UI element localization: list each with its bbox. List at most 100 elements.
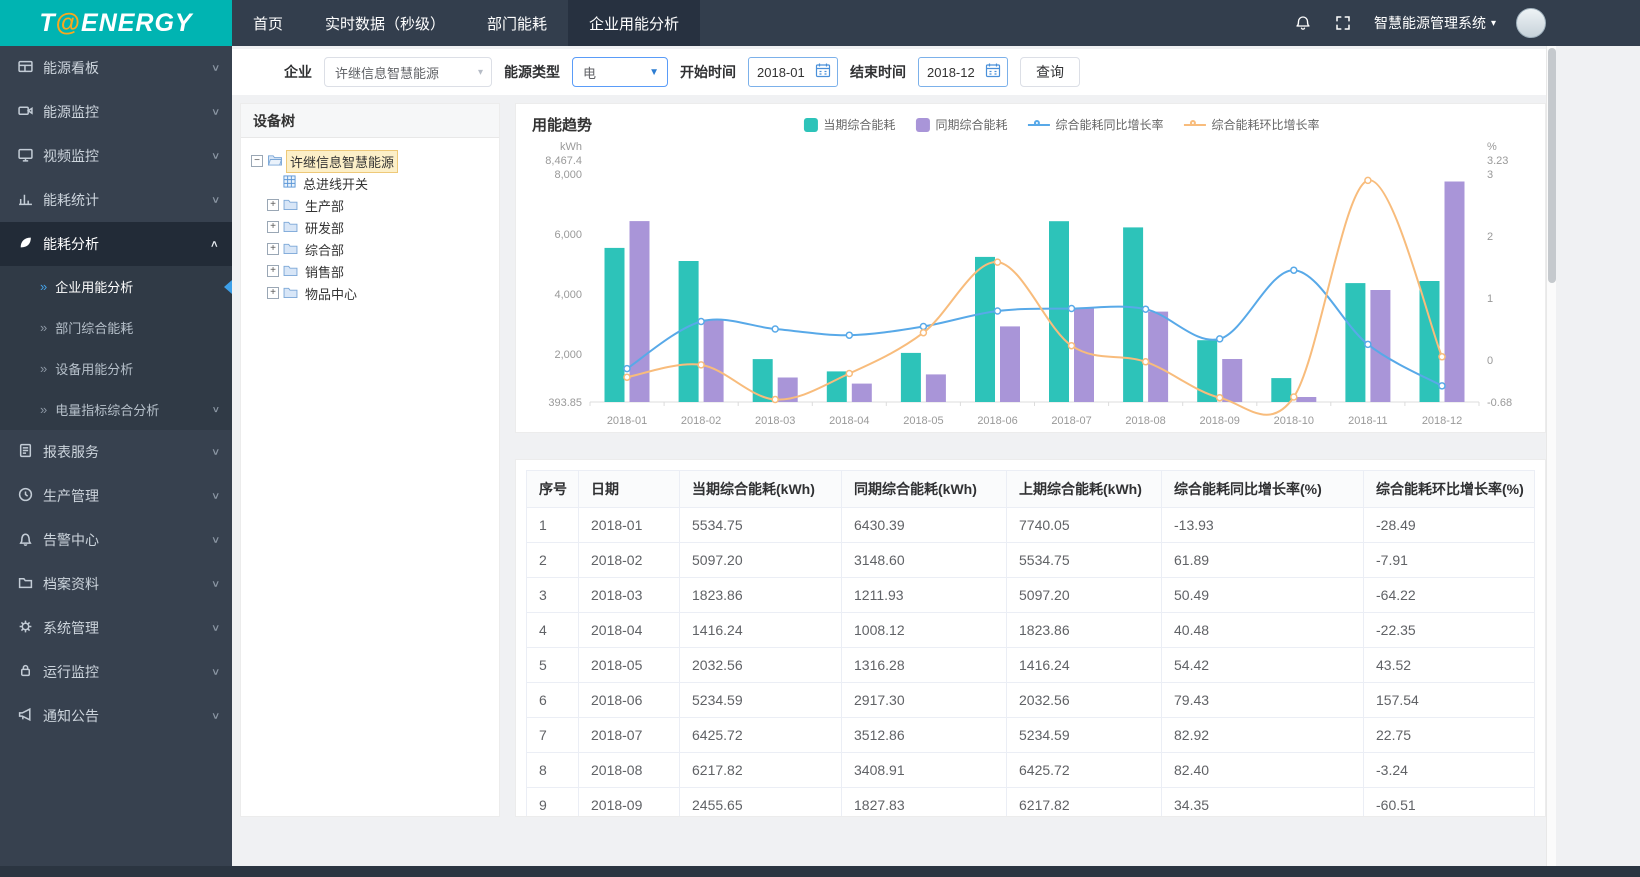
sidebar-item-archives[interactable]: 档案资料 > xyxy=(0,562,232,606)
avatar[interactable] xyxy=(1516,8,1546,38)
tree-expand-toggle[interactable]: + xyxy=(267,265,279,277)
nav-tab-realtime[interactable]: 实时数据（秒级） xyxy=(325,15,446,33)
cell-date: 2018-05 xyxy=(578,647,680,683)
legend-label: 当期综合能耗 xyxy=(823,118,896,132)
sidebar-item-energy-analysis[interactable]: 能耗分析 > xyxy=(0,222,232,266)
cell-current-energy: 6425.72 xyxy=(679,717,842,753)
tree-expand-toggle[interactable]: + xyxy=(267,287,279,299)
nav-tab-home[interactable]: 首页 xyxy=(253,15,284,33)
cell-yoy-growth: 82.40 xyxy=(1161,752,1364,788)
tree-node-main-switch[interactable]: 总进线开关 xyxy=(303,176,369,192)
submenu-item-enterprise-analysis[interactable]: » 企业用能分析 xyxy=(0,266,232,307)
sidebar-item-notice[interactable]: 通知公告 > xyxy=(0,694,232,738)
table-header-cell: 日期 xyxy=(578,470,680,508)
scrollbar-thumb[interactable] xyxy=(1548,48,1556,283)
svg-text:8,467.4: 8,467.4 xyxy=(545,155,582,167)
cell-previous-energy: 1823.86 xyxy=(1006,612,1162,648)
query-button[interactable]: 查询 xyxy=(1020,57,1080,87)
cell-previous-energy: 5097.20 xyxy=(1006,577,1162,613)
tree-collapse-toggle[interactable]: − xyxy=(251,155,263,167)
legend-item-same-period-energy[interactable]: 同期综合能耗 xyxy=(915,116,1007,133)
table-row: 8 2018-08 6217.82 3408.91 6425.72 82.40 … xyxy=(526,752,1535,788)
tree-node-rd-dept[interactable]: 研发部 xyxy=(305,220,345,236)
table-row: 2 2018-02 5097.20 3148.60 5534.75 61.89 … xyxy=(526,542,1535,578)
legend-item-mom-growth[interactable]: 综合能耗环比增长率 xyxy=(1183,116,1319,133)
sidebar: 能源看板 > 能源监控 > 视频监控 > 能耗统计 > 能耗分析 > xyxy=(0,46,232,866)
sidebar-item-alarm-center[interactable]: 告警中心 > xyxy=(0,518,232,562)
vertical-scrollbar[interactable] xyxy=(1546,46,1556,866)
end-date-input[interactable] xyxy=(927,64,985,80)
nav-tab-dept-energy[interactable]: 部门能耗 xyxy=(487,15,548,33)
energy-type-value: 电 xyxy=(583,65,597,81)
chevron-down-icon: > xyxy=(208,668,221,676)
submenu-item-power-index-analysis[interactable]: » 电量指标综合分析 > xyxy=(0,389,232,430)
sidebar-item-video-monitor[interactable]: 视频监控 > xyxy=(0,134,232,178)
fullscreen-icon[interactable] xyxy=(1334,13,1354,33)
calendar-icon[interactable] xyxy=(815,62,831,83)
leaf-icon xyxy=(18,235,33,253)
logo-text: T xyxy=(39,8,56,37)
cell-same-period-energy: 1211.93 xyxy=(841,577,1007,613)
tree-node-root[interactable]: 许继信息智慧能源 xyxy=(285,149,399,173)
tree-expand-toggle[interactable]: + xyxy=(267,221,279,233)
report-icon xyxy=(18,443,33,461)
svg-text:2018-01: 2018-01 xyxy=(607,415,647,427)
tree-expand-toggle[interactable]: + xyxy=(267,199,279,211)
chevron-down-icon: > xyxy=(208,196,221,204)
energy-type-select[interactable]: 电 ▼ xyxy=(572,57,668,87)
cell-same-period-energy: 2917.30 xyxy=(841,682,1007,718)
table-row: 7 2018-07 6425.72 3512.86 5234.59 82.92 … xyxy=(526,717,1535,753)
legend-label: 综合能耗同比增长率 xyxy=(1055,118,1164,132)
sidebar-item-energy-stats[interactable]: 能耗统计 > xyxy=(0,178,232,222)
cell-date: 2018-04 xyxy=(578,612,680,648)
submenu-item-dept-energy[interactable]: » 部门综合能耗 xyxy=(0,307,232,348)
tree-node-general-dept[interactable]: 综合部 xyxy=(305,242,345,258)
sidebar-item-production-mgmt[interactable]: 生产管理 > xyxy=(0,474,232,518)
sidebar-item-report-service[interactable]: 报表服务 > xyxy=(0,430,232,474)
svg-text:2018-06: 2018-06 xyxy=(977,415,1017,427)
sidebar-item-operation-monitor[interactable]: 运行监控 > xyxy=(0,650,232,694)
cell-current-energy: 1416.24 xyxy=(679,612,842,648)
chevron-down-icon: > xyxy=(208,580,221,588)
sidebar-item-label: 能源监控 xyxy=(43,104,99,120)
sidebar-item-label: 档案资料 xyxy=(43,576,99,592)
company-select[interactable]: 许继信息智慧能源 ▾ xyxy=(324,57,492,87)
submenu-item-device-analysis[interactable]: » 设备用能分析 xyxy=(0,348,232,389)
chevron-down-icon: > xyxy=(208,492,221,500)
bell-icon[interactable] xyxy=(1294,13,1314,33)
cell-current-energy: 5534.75 xyxy=(679,507,842,543)
svg-text:2018-12: 2018-12 xyxy=(1422,415,1462,427)
cell-index: 1 xyxy=(526,507,579,543)
company-label: 企业 xyxy=(284,64,312,80)
tree-row-root: − 许继信息智慧能源 xyxy=(251,149,489,173)
cell-index: 2 xyxy=(526,542,579,578)
dashboard-icon xyxy=(18,59,33,77)
sidebar-item-system-mgmt[interactable]: 系统管理 > xyxy=(0,606,232,650)
top-header: T @ ENERGY 首页 实时数据（秒级） 部门能耗 企业用能分析 智慧能源管理系… xyxy=(0,0,1640,46)
sidebar-item-energy-dashboard[interactable]: 能源看板 > xyxy=(0,46,232,90)
table-header-cell: 上期综合能耗(kWh) xyxy=(1006,470,1162,508)
legend-item-current-energy[interactable]: 当期综合能耗 xyxy=(803,116,895,133)
start-date-input[interactable] xyxy=(757,64,815,80)
tree-node-production-dept[interactable]: 生产部 xyxy=(305,198,345,214)
tree-node-goods-center[interactable]: 物品中心 xyxy=(305,286,358,302)
calendar-icon[interactable] xyxy=(985,62,1001,83)
lock-icon xyxy=(18,663,33,681)
footer-strip xyxy=(0,866,1640,877)
nav-tab-enterprise-analysis[interactable]: 企业用能分析 xyxy=(568,0,701,46)
cell-previous-energy: 1416.24 xyxy=(1006,647,1162,683)
legend-item-yoy-growth[interactable]: 综合能耗同比增长率 xyxy=(1027,116,1163,133)
legend-line-marker xyxy=(1027,119,1050,131)
cell-same-period-energy: 1827.83 xyxy=(841,787,1007,816)
tree-expand-toggle[interactable]: + xyxy=(267,243,279,255)
energy-data-table: 序号 日期 当期综合能耗(kWh) 同期综合能耗(kWh) 上期综合能耗(kWh) 综合能… xyxy=(526,470,1535,816)
svg-text:3: 3 xyxy=(1487,169,1493,181)
system-name-menu[interactable]: 智慧能源管理系统 ▾ xyxy=(1374,13,1496,33)
monitor-icon xyxy=(18,147,33,165)
chevron-down-icon: > xyxy=(208,64,221,72)
tree-node-sales-dept[interactable]: 销售部 xyxy=(305,264,345,280)
cell-mom-growth: -64.22 xyxy=(1363,577,1535,613)
sidebar-item-energy-monitor[interactable]: 能源监控 > xyxy=(0,90,232,134)
sidebar-item-label: 运行监控 xyxy=(43,664,99,680)
